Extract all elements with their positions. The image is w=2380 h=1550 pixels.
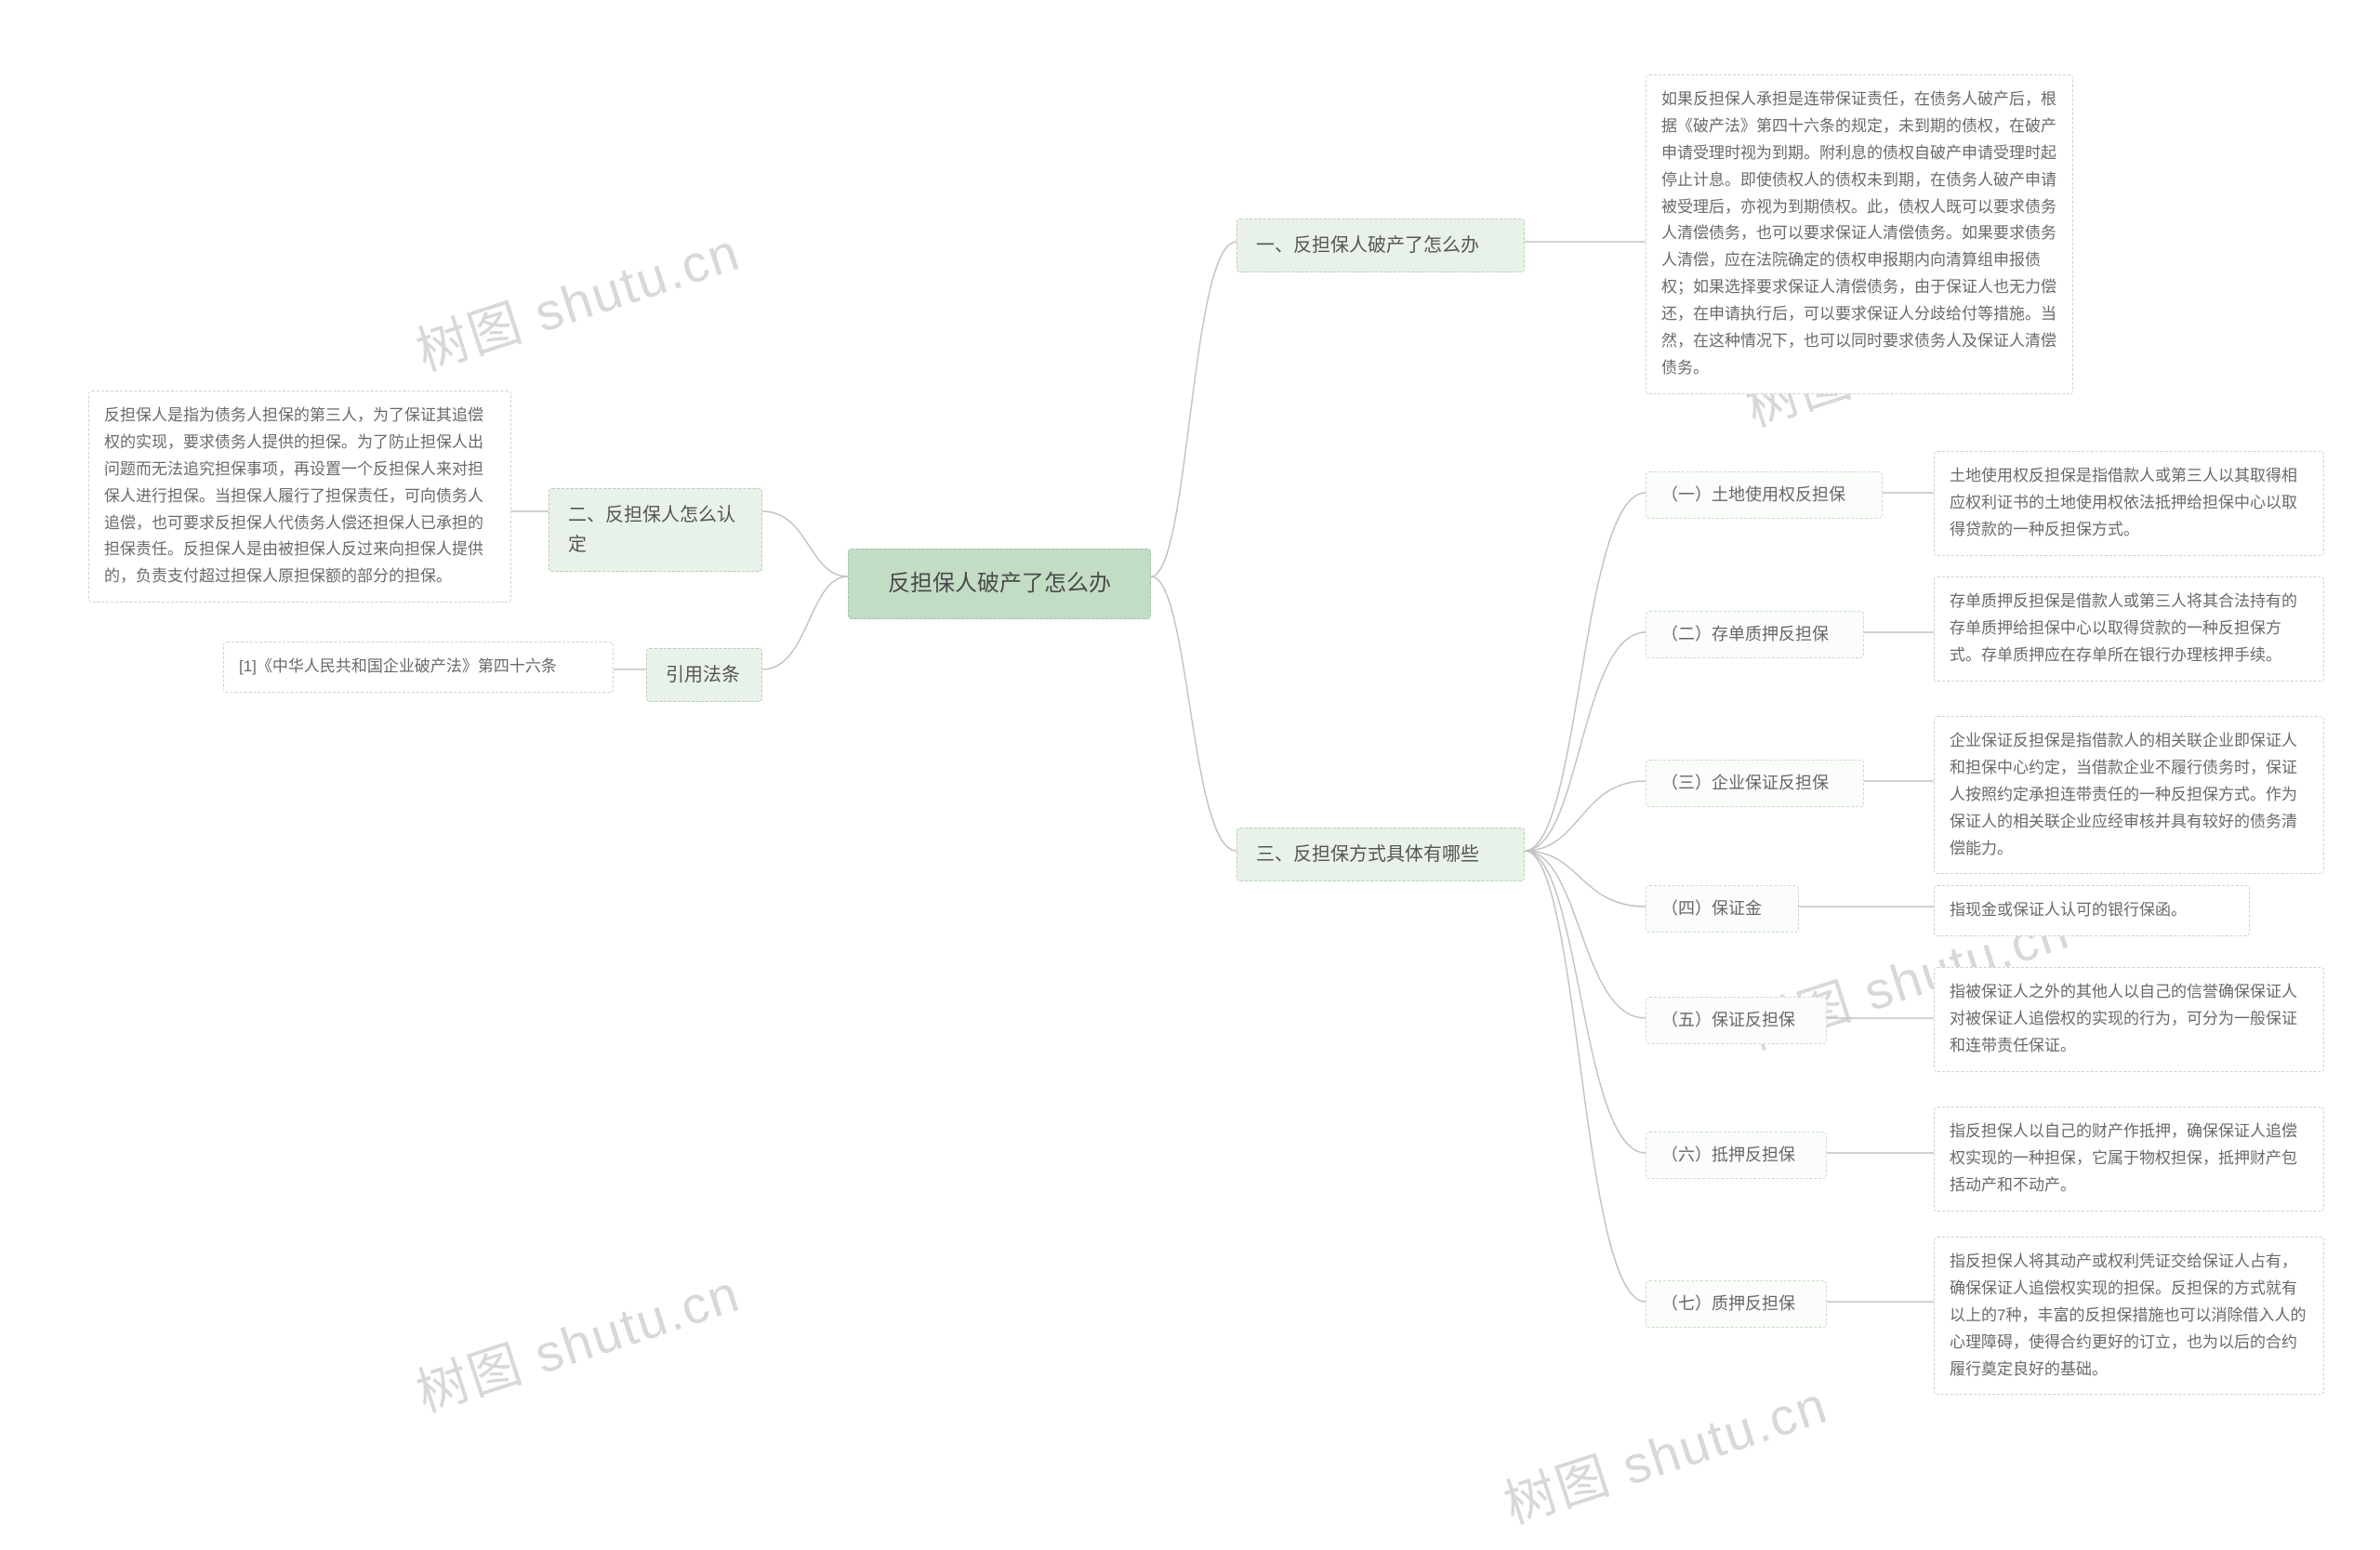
leaf-s2: 存单质押反担保是借款人或第三人将其合法持有的存单质押给担保中心以取得贷款的一种反… bbox=[1934, 576, 2324, 682]
leaf-s5: 指被保证人之外的其他人以自己的信誉确保保证人对被保证人追偿权的实现的行为，可分为… bbox=[1934, 967, 2324, 1072]
watermark: 树图 shutu.cn bbox=[405, 210, 748, 386]
sub-4[interactable]: （四）保证金 bbox=[1646, 885, 1799, 933]
branch-3[interactable]: 三、反担保方式具体有哪些 bbox=[1236, 828, 1525, 881]
leaf-b2: 反担保人是指为债务人担保的第三人，为了保证其追偿权的实现，要求债务人提供的担保。… bbox=[88, 391, 511, 603]
leaf-b1: 如果反担保人承担是连带保证责任，在债务人破产后，根据《破产法》第四十六条的规定，… bbox=[1646, 74, 2073, 394]
root-node[interactable]: 反担保人破产了怎么办 bbox=[848, 549, 1151, 619]
leaf-s3: 企业保证反担保是指借款人的相关联企业即保证人和担保中心约定，当借款企业不履行债务… bbox=[1934, 716, 2324, 874]
leaf-s1: 土地使用权反担保是指借款人或第三人以其取得相应权利证书的土地使用权依法抵押给担保… bbox=[1934, 451, 2324, 556]
watermark: 树图 shutu.cn bbox=[1493, 1363, 1836, 1539]
sub-7[interactable]: （七）质押反担保 bbox=[1646, 1280, 1827, 1328]
watermark: 树图 shutu.cn bbox=[405, 1252, 748, 1427]
leaf-s6: 指反担保人以自己的财产作抵押，确保保证人追偿权实现的一种担保，它属于物权担保，抵… bbox=[1934, 1106, 2324, 1212]
leaf-s7: 指反担保人将其动产或权利凭证交给保证人占有，确保保证人追偿权实现的担保。反担保的… bbox=[1934, 1237, 2324, 1395]
branch-1[interactable]: 一、反担保人破产了怎么办 bbox=[1236, 219, 1525, 272]
sub-3[interactable]: （三）企业保证反担保 bbox=[1646, 760, 1864, 807]
branch-2[interactable]: 二、反担保人怎么认定 bbox=[549, 488, 762, 572]
sub-6[interactable]: （六）抵押反担保 bbox=[1646, 1132, 1827, 1179]
leaf-s4: 指现金或保证人认可的银行保函。 bbox=[1934, 885, 2250, 936]
sub-5[interactable]: （五）保证反担保 bbox=[1646, 997, 1827, 1044]
sub-2[interactable]: （二）存单质押反担保 bbox=[1646, 611, 1864, 658]
leaf-b4: [1]《中华人民共和国企业破产法》第四十六条 bbox=[223, 642, 614, 693]
branch-4[interactable]: 引用法条 bbox=[646, 648, 762, 702]
sub-1[interactable]: （一）土地使用权反担保 bbox=[1646, 471, 1883, 519]
